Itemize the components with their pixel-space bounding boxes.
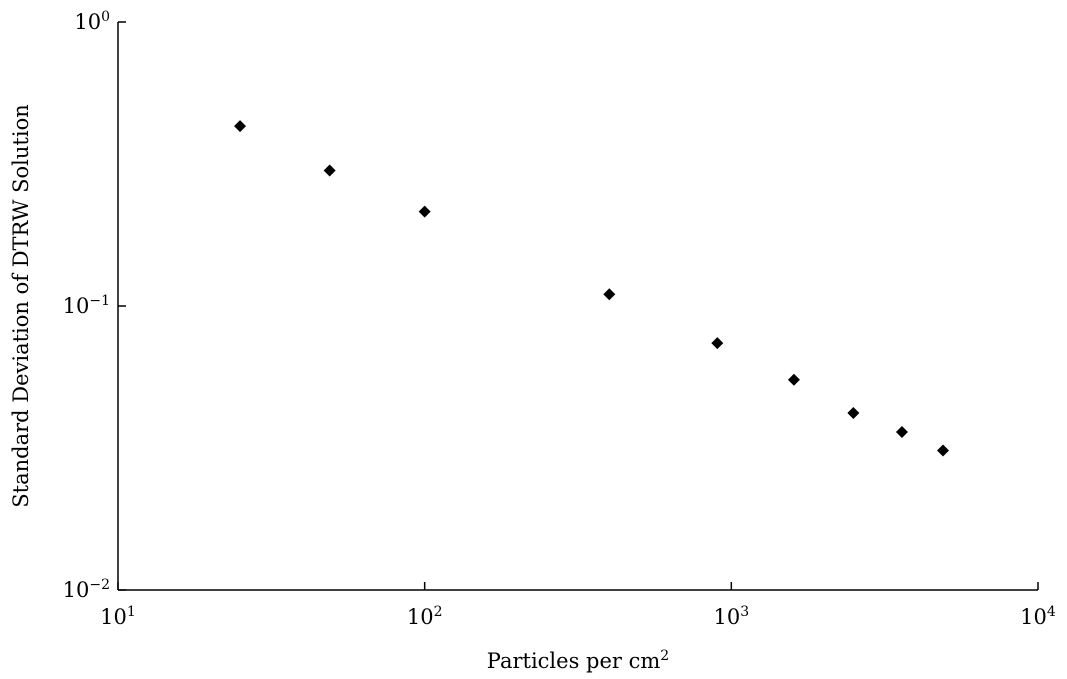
y-tick-label: 10−2 [63, 577, 110, 602]
x-tick-label-base: 10 [1020, 605, 1047, 629]
x-tick-label-exponent: 1 [127, 604, 136, 620]
data-point [419, 206, 431, 218]
data-point [788, 374, 800, 386]
axes [118, 22, 1038, 590]
data-point [234, 120, 246, 132]
x-axis-label-superscript: 2 [660, 648, 669, 664]
data-point [896, 426, 908, 438]
y-tick-label-base: 10 [63, 578, 90, 602]
data-point [847, 407, 859, 419]
data-point [324, 164, 336, 176]
x-tick-label: 101 [100, 604, 136, 629]
x-tick-label-base: 10 [714, 605, 741, 629]
x-tick-label-base: 10 [100, 605, 127, 629]
data-points [234, 120, 949, 456]
x-tick-label: 103 [714, 604, 750, 629]
x-tick-label-exponent: 2 [434, 604, 443, 620]
y-tick-label-exponent: −2 [89, 577, 110, 593]
x-tick-label-exponent: 3 [740, 604, 749, 620]
x-axis-label-text: Particles per cm [487, 649, 661, 673]
y-tick-label-exponent: −1 [89, 293, 110, 309]
y-tick-label-base: 10 [63, 294, 90, 318]
x-tick-label: 102 [407, 604, 443, 629]
y-tick-label-base: 10 [74, 10, 101, 34]
y-tick-label: 100 [74, 9, 110, 34]
data-point [937, 444, 949, 456]
y-axis-label: Standard Deviation of DTRW Solution [9, 104, 33, 508]
y-tick-label: 10−1 [63, 293, 110, 318]
data-point [711, 337, 723, 349]
x-tick-label-base: 10 [407, 605, 434, 629]
x-tick-label: 104 [1020, 604, 1056, 629]
x-axis-label: Particles per cm2 [487, 648, 669, 673]
y-tick-label-exponent: 0 [101, 9, 110, 25]
x-ticks: 101 102 103 104 [100, 582, 1056, 629]
x-tick-label-exponent: 4 [1047, 604, 1056, 620]
data-point [603, 288, 615, 300]
